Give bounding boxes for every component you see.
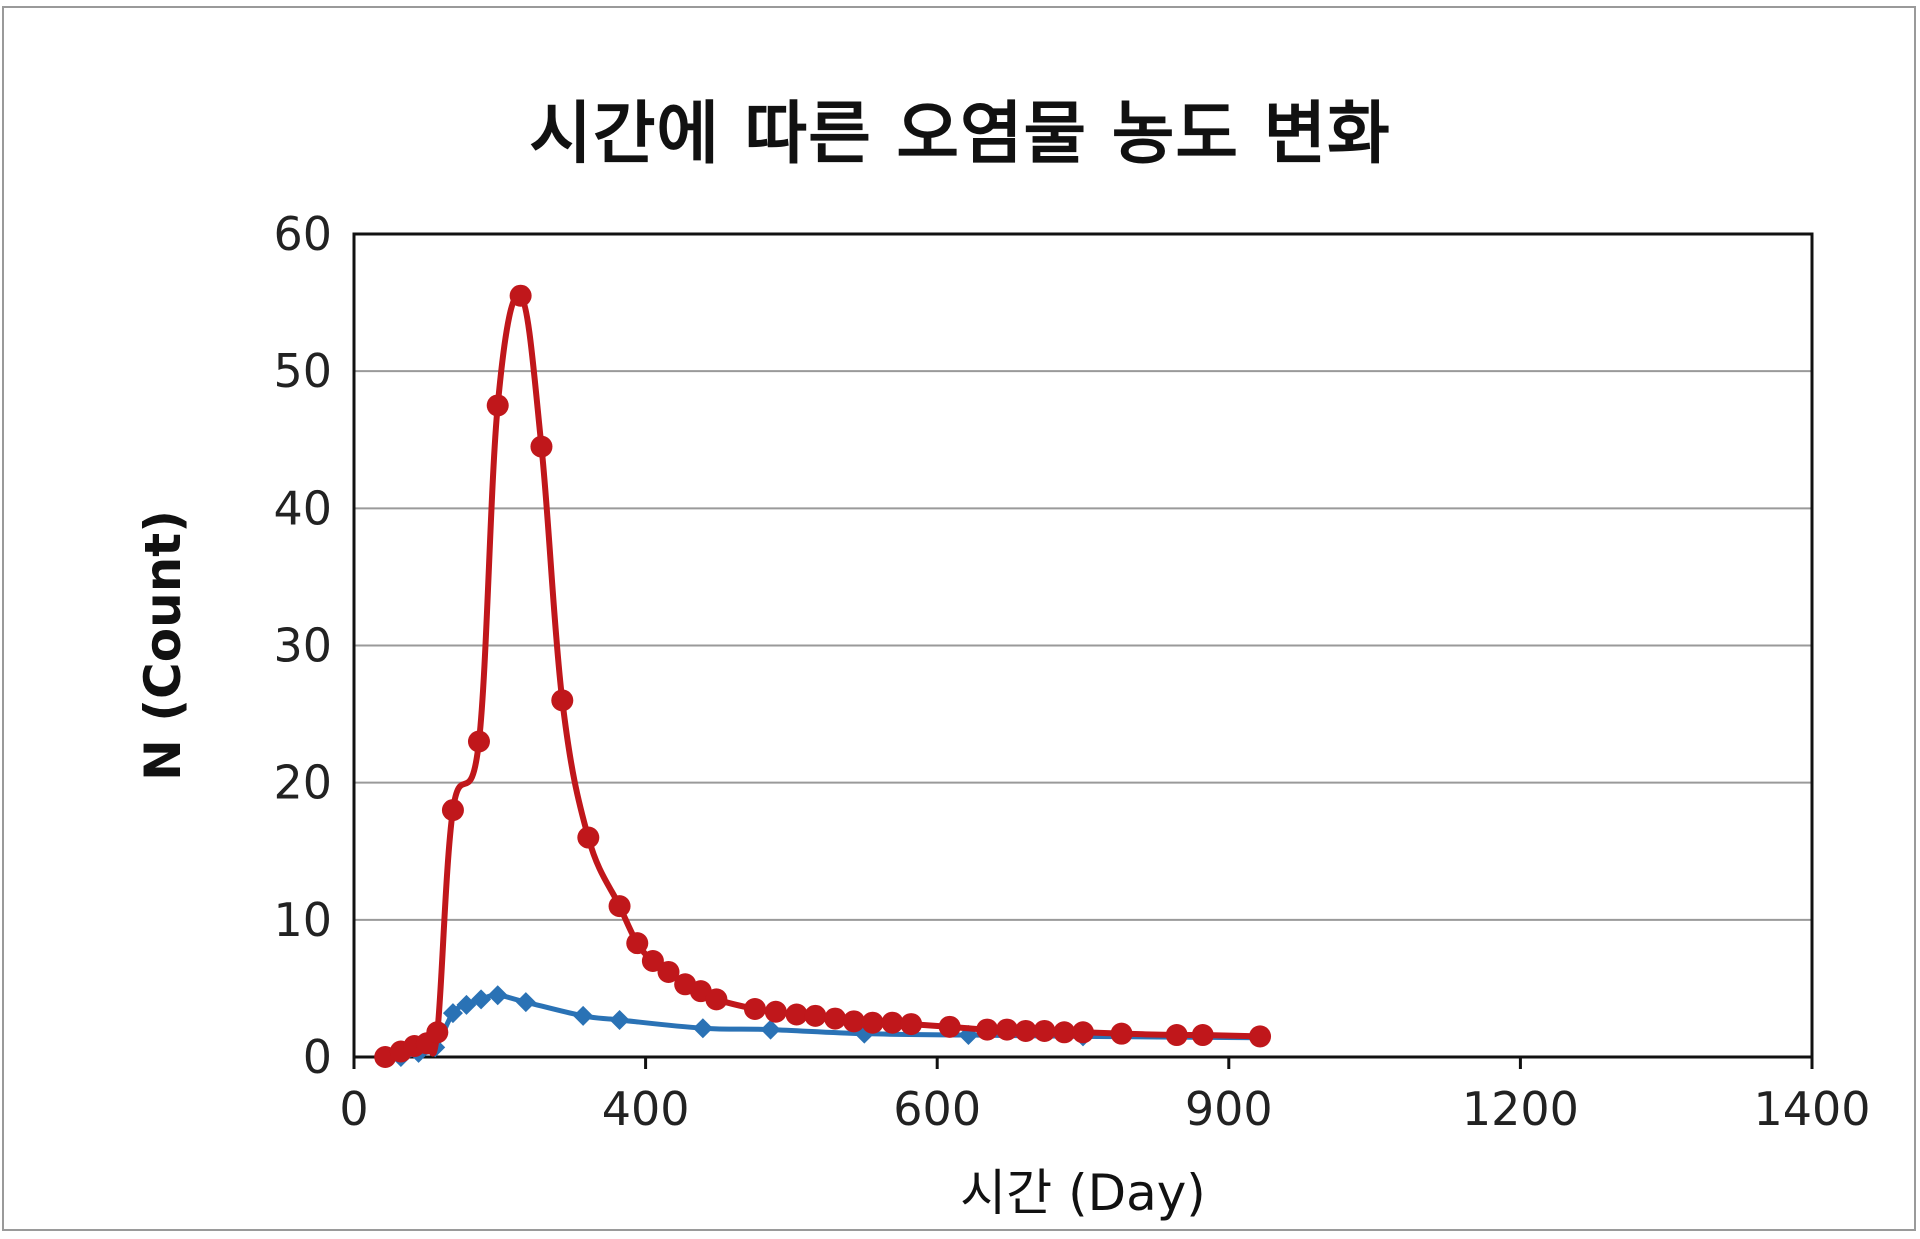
data-point [626,932,649,955]
data-point [456,994,477,1015]
data-point [609,1009,630,1030]
data-point [1165,1024,1188,1047]
data-point [1110,1022,1133,1045]
data-point [509,284,532,307]
data-point [426,1021,449,1044]
x-axis-label: 시간 (Day) [960,1164,1206,1222]
y-tick-label: 50 [273,344,332,398]
plot-area [352,232,1814,1059]
x-axis-ticks: 0 400 600 900 1200 1400 [339,1057,1871,1136]
x-tick-label: 600 [893,1082,981,1136]
data-point [861,1011,884,1034]
y-tick-label: 30 [273,619,332,673]
x-tick-label: 900 [1185,1082,1273,1136]
y-tick-label: 20 [273,756,332,810]
data-point [515,992,536,1013]
data-point [657,960,680,983]
grid-lines [354,370,1812,921]
data-point [760,1019,781,1040]
data-point [441,799,464,822]
data-point [467,730,490,753]
data-point [530,435,553,458]
series-line [384,291,1261,1060]
data-point [976,1018,999,1041]
series-red [374,284,1272,1068]
y-tick-label: 0 [303,1030,332,1084]
data-point [804,1004,827,1027]
series-group [374,284,1272,1068]
data-point [1033,1019,1056,1042]
data-point [1249,1025,1272,1048]
data-point [573,1005,594,1026]
data-point [551,689,574,712]
data-point [577,826,600,849]
data-point [608,895,631,918]
data-point [471,989,492,1010]
data-point [486,394,509,417]
data-point [1191,1024,1214,1047]
data-point [881,1011,904,1034]
x-tick-label: 0 [339,1082,368,1136]
data-point [1053,1021,1076,1044]
data-point [842,1010,865,1033]
y-tick-label: 60 [273,207,332,261]
data-point [785,1003,808,1026]
data-point [900,1013,923,1036]
x-tick-label: 400 [602,1082,690,1136]
data-point [995,1018,1018,1041]
data-point [705,988,728,1011]
data-point [442,1003,463,1024]
y-tick-label: 40 [273,481,332,535]
y-tick-label: 10 [273,893,332,947]
data-point [824,1007,847,1030]
x-tick-label: 1400 [1753,1082,1870,1136]
x-tick-label: 1200 [1462,1082,1579,1136]
y-axis-ticks: 0 10 20 30 40 50 60 [273,207,332,1084]
data-point [1014,1019,1037,1042]
data-point [692,1018,713,1039]
chart-title: 시간에 따른 오염물 농도 변화 [529,95,1391,174]
data-point [487,985,508,1006]
y-axis-label: N (Count) [134,510,192,781]
data-point [764,1000,787,1023]
data-point [938,1015,961,1038]
data-point [743,997,766,1020]
data-point [641,949,664,972]
data-point [1072,1021,1094,1044]
